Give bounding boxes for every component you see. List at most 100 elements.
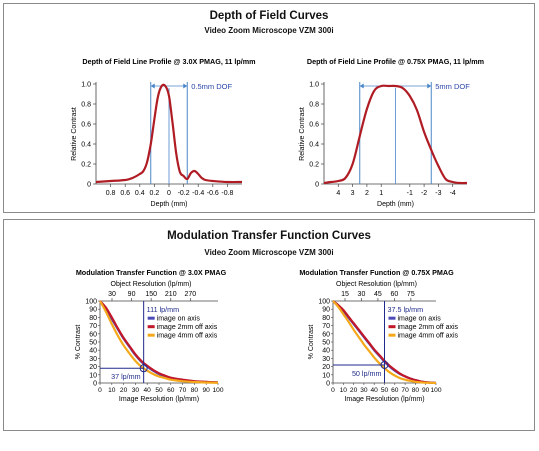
x-tick-label: 0.4 <box>135 190 145 197</box>
dof-arrowhead-left <box>150 83 155 89</box>
top-tick-label: 30 <box>108 291 116 298</box>
series-line-3 <box>99 300 219 384</box>
x-tick-label: 0.8 <box>106 190 116 197</box>
legend-label-1: image on axis <box>398 316 442 323</box>
x-tick-label: 0 <box>98 387 102 394</box>
top-axis-title: Object Resolution (lp/mm) <box>336 281 417 288</box>
x-tick-label: 60 <box>167 387 175 394</box>
dof-arrowhead-right <box>183 83 188 89</box>
y-tick-label: 90 <box>89 307 97 314</box>
dof-panel-title: Depth of Field Curves <box>209 10 329 22</box>
y-tick-label: 20 <box>322 364 330 371</box>
legend-label-1: image on axis <box>157 316 201 323</box>
x-tick-label: 3 <box>351 190 355 197</box>
y-tick-label: 10 <box>322 372 330 379</box>
x-tick-label: 0 <box>331 387 335 394</box>
y-tick-label: 100 <box>318 299 330 306</box>
y-tick-label: 0.2 <box>81 162 91 169</box>
x-tick-label: -0.2 <box>178 190 190 197</box>
x-tick-label: -2 <box>421 190 427 197</box>
y-axis-title: % Contrast <box>75 325 82 360</box>
dof-chart-3x: Depth of Field Line Profile @ 3.0X PMAG,… <box>71 57 256 208</box>
x-tick-label: 20 <box>350 387 358 394</box>
x-tick-label: 0 <box>167 190 171 197</box>
chart-title: Depth of Field Line Profile @ 0.75X PMAG… <box>307 57 484 66</box>
chart-title: Depth of Field Line Profile @ 3.0X PMAG,… <box>82 57 255 66</box>
top-tick-label: 90 <box>128 291 136 298</box>
x-tick-label: 20 <box>120 387 128 394</box>
x-tick-label: -0.8 <box>221 190 233 197</box>
x-tick-label: 80 <box>191 387 199 394</box>
y-tick-label: 70 <box>322 323 330 330</box>
top-tick-label: 75 <box>407 291 415 298</box>
x-tick-label: 30 <box>360 387 368 394</box>
x-tick-label: 40 <box>144 387 152 394</box>
x-tick-label: 2 <box>365 190 369 197</box>
x-axis-title: Image Resolution (lp/mm) <box>119 396 199 403</box>
y-tick-label: 80 <box>89 315 97 322</box>
y-tick-label: 0 <box>315 182 319 189</box>
chart-title: Modulation Transfer Function @ 3.0X PMAG <box>76 268 227 277</box>
legend-swatch-2 <box>147 325 155 329</box>
top-axis-title: Object Resolution (lp/mm) <box>111 281 192 288</box>
dof-arrowhead-right <box>427 83 432 89</box>
mtf-panel: Modulation Transfer Function Curves Vide… <box>3 219 535 431</box>
y-axis-title: Relative Contrast <box>299 107 306 161</box>
y-tick-label: 100 <box>85 299 97 306</box>
x-axis-title: Depth (mm) <box>151 201 188 208</box>
y-tick-label: 0.2 <box>309 162 319 169</box>
legend-label-3: image 4mm off axis <box>398 333 459 340</box>
x-tick-label: 30 <box>132 387 140 394</box>
y-tick-label: 50 <box>89 340 97 347</box>
y-axis-title: % Contrast <box>308 325 315 360</box>
dof-annotation: 5mm DOF <box>435 82 470 91</box>
x-tick-label: 100 <box>430 387 441 394</box>
dof-panel-subtitle: Video Zoom Microscope VZM 300i <box>204 26 334 35</box>
y-tick-label: 0.6 <box>309 122 319 129</box>
x-tick-label: 90 <box>203 387 211 394</box>
x-tick-label: 40 <box>371 387 379 394</box>
top-tick-label: 270 <box>184 291 196 298</box>
y-tick-label: 60 <box>322 331 330 338</box>
y-tick-label: 80 <box>322 315 330 322</box>
x-tick-label: 50 <box>381 387 389 394</box>
x-tick-label: 0.6 <box>120 190 130 197</box>
x-tick-label: -0.6 <box>207 190 219 197</box>
x-tick-label: 100 <box>212 387 223 394</box>
y-tick-label: 30 <box>322 356 330 363</box>
y-tick-label: 0.4 <box>309 142 319 149</box>
y-tick-label: 10 <box>89 372 97 379</box>
mtf-panel-subtitle: Video Zoom Microscope VZM 300i <box>204 248 334 257</box>
marker-circle <box>380 360 389 369</box>
y-tick-label: 1.0 <box>81 82 91 89</box>
y-tick-label: 40 <box>89 348 97 355</box>
x-tick-label: 70 <box>179 387 187 394</box>
top-tick-label: 15 <box>341 291 349 298</box>
dof-panel: Depth of Field Curves Video Zoom Microsc… <box>3 3 535 213</box>
x-tick-label: -1 <box>407 190 413 197</box>
x-tick-label: -3 <box>435 190 441 197</box>
series-line-2 <box>99 300 219 384</box>
x-tick-label: 60 <box>391 387 399 394</box>
y-tick-label: 60 <box>89 331 97 338</box>
top-tick-label: 150 <box>145 291 157 298</box>
x-tick-label: 90 <box>422 387 430 394</box>
legend-label-2: image 2mm off axis <box>157 324 218 331</box>
top-tick-label: 45 <box>374 291 382 298</box>
dof-annotation: 0.5mm DOF <box>191 82 232 91</box>
y-tick-label: 0.8 <box>81 102 91 109</box>
y-tick-label: 70 <box>89 323 97 330</box>
x-tick-label: 0.2 <box>150 190 160 197</box>
legend-label-3: image 4mm off axis <box>157 333 218 340</box>
x-tick-label: -0.4 <box>192 190 204 197</box>
top-tick-label: 210 <box>165 291 177 298</box>
y-tick-label: 50 <box>322 340 330 347</box>
mtf-panel-title: Modulation Transfer Function Curves <box>167 230 371 242</box>
dof-chart-075x: Depth of Field Line Profile @ 0.75X PMAG… <box>299 57 484 208</box>
y-tick-label: 0 <box>326 381 330 388</box>
mtf-chart-075x: Modulation Transfer Function @ 0.75X PMA… <box>299 268 459 403</box>
y-axis-title: Relative Contrast <box>71 107 78 161</box>
dof-arrowhead-left <box>359 83 364 89</box>
dof-curve <box>95 83 243 184</box>
x-tick-label: 80 <box>412 387 420 394</box>
